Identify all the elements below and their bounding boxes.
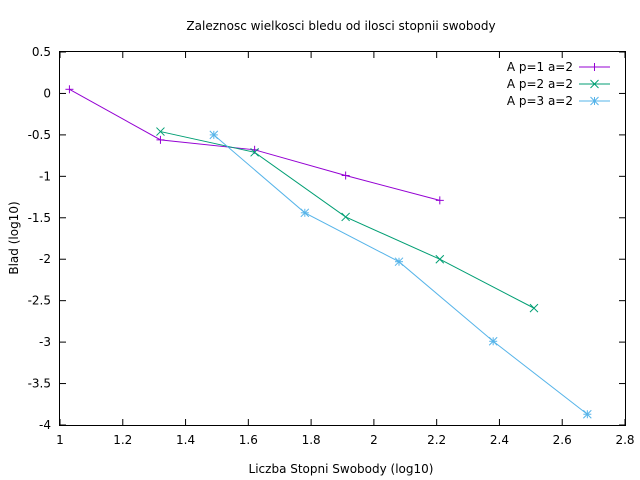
data-point xyxy=(250,147,259,157)
y-tick-label: -4 xyxy=(39,418,51,432)
legend-entry-label: A p=2 a=2 xyxy=(507,77,573,91)
data-point xyxy=(209,130,219,140)
data-point xyxy=(341,212,350,222)
y-tick-label: -3 xyxy=(39,335,51,349)
legend: A p=1 a=2 A p=2 a=2 A p=3 a=2 xyxy=(507,60,610,108)
series-3 xyxy=(209,130,592,419)
x-tick-label: 2.6 xyxy=(553,433,572,447)
data-point xyxy=(341,171,350,180)
legend-entry-label: A p=3 a=2 xyxy=(507,94,573,108)
series-line xyxy=(69,88,440,201)
data-point-stroke xyxy=(250,147,259,157)
data-point-stroke xyxy=(209,130,219,140)
x-tick-label: 1.4 xyxy=(176,433,195,447)
series-2 xyxy=(156,127,539,313)
x-tick-label: 1.2 xyxy=(113,433,132,447)
data-point-stroke xyxy=(394,257,404,267)
y-tick-label: 0 xyxy=(43,86,51,100)
data-point-stroke xyxy=(590,96,599,106)
data-point xyxy=(65,85,74,94)
y-tick-label: -3.5 xyxy=(28,377,51,391)
y-tick-label: -2 xyxy=(39,252,51,266)
series-line xyxy=(213,134,588,415)
y-tick-label: 0.5 xyxy=(32,45,51,59)
x-tick-label: 2.4 xyxy=(490,433,509,447)
chart-title: Zaleznosc wielkosci bledu od ilosci stop… xyxy=(186,19,495,33)
axis-ticks: 1 1.2 1.4 1.6 1.8 2 2.2 2.4 2.6 2.8 0.5 0 -0.5 -1 -1.5… xyxy=(28,45,635,447)
y-tick-label: -0.5 xyxy=(28,128,51,142)
data-point xyxy=(590,96,599,106)
data-point xyxy=(435,196,444,205)
plot-frame xyxy=(59,51,626,426)
y-tick-label: -2.5 xyxy=(28,294,51,308)
x-axis-label: Liczba Stopni Swobody (log10) xyxy=(249,462,434,476)
data-point-stroke xyxy=(156,127,165,136)
data-point xyxy=(435,254,445,264)
series-line xyxy=(160,131,535,309)
x-tick-label: 1.6 xyxy=(239,433,258,447)
data-point xyxy=(529,303,539,313)
x-tick-label: 2.2 xyxy=(427,433,446,447)
data-point xyxy=(394,257,404,267)
x-tick-label: 2.8 xyxy=(615,433,634,447)
data-point xyxy=(590,79,599,89)
y-axis-label: Blad (log10) xyxy=(7,201,21,274)
data-point-stroke xyxy=(300,208,310,218)
data-point xyxy=(300,208,310,218)
data-point-stroke xyxy=(341,212,350,222)
data-point-stroke xyxy=(590,79,599,89)
y-tick-label: -1.5 xyxy=(28,211,51,225)
data-point xyxy=(156,127,165,136)
data-point-stroke xyxy=(529,303,539,313)
data-point xyxy=(590,63,599,71)
series-layer xyxy=(65,85,592,419)
x-tick-label: 1 xyxy=(56,433,64,447)
data-point xyxy=(156,135,165,144)
data-point-stroke xyxy=(488,336,498,346)
x-tick-label: 1.8 xyxy=(302,433,321,447)
legend-entry-label: A p=1 a=2 xyxy=(507,60,573,74)
data-point-stroke xyxy=(582,409,592,419)
series-1 xyxy=(65,85,444,205)
x-tick-label: 2 xyxy=(370,433,378,447)
y-tick-label: -1 xyxy=(39,169,51,183)
data-point-stroke xyxy=(435,254,445,264)
data-point xyxy=(582,409,592,419)
data-point xyxy=(488,336,498,346)
